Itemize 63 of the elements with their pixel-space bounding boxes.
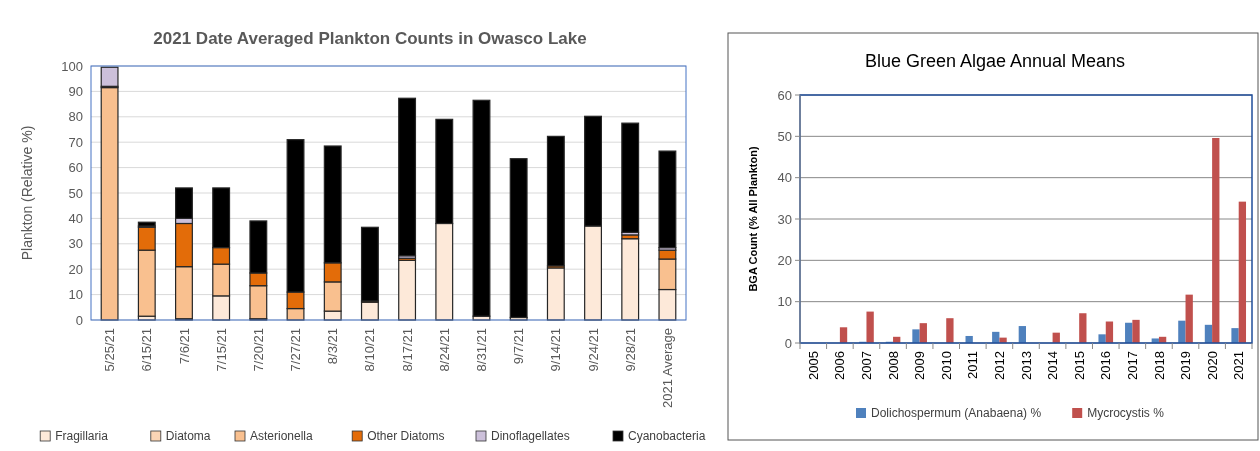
x-tick-label: 2017 bbox=[1124, 351, 1140, 380]
x-tick-label: 2006 bbox=[832, 351, 848, 380]
y-tick-label: 60 bbox=[777, 87, 792, 103]
y-tick-label: 80 bbox=[68, 109, 83, 125]
legend-label: Asterionella bbox=[250, 429, 314, 443]
x-tick-label: 2011 bbox=[965, 351, 981, 379]
x-tick-label: 9/28/21 bbox=[622, 328, 638, 372]
x-tick-label: 8/17/21 bbox=[399, 328, 415, 372]
legend-label: Cyanobacteria bbox=[628, 429, 706, 443]
x-tick-label: 8/24/21 bbox=[436, 328, 452, 372]
x-tick-label: 2009 bbox=[912, 351, 928, 380]
x-tick-label: 7/6/21 bbox=[176, 328, 192, 365]
chart-title: Blue Green Algae Annual Means bbox=[864, 51, 1126, 71]
legend-label: Other Diatoms bbox=[367, 429, 445, 443]
y-tick-label: 20 bbox=[777, 252, 792, 268]
y-tick-label: 70 bbox=[68, 134, 83, 150]
x-tick-label: 2018 bbox=[1151, 351, 1167, 380]
y-tick-label: 90 bbox=[68, 83, 83, 99]
chart-title: 2021 Date Averaged Plankton Counts in Owasco Lake bbox=[153, 29, 587, 48]
y-axis-title: BGA Count (% All Plankton) bbox=[747, 146, 759, 292]
y-tick-label: 40 bbox=[68, 210, 83, 226]
x-tick-label: 8/3/21 bbox=[325, 328, 341, 365]
legend-label: Fragillaria bbox=[55, 429, 109, 443]
legend-label: Dolichospermum (Anabaena) % bbox=[871, 406, 1042, 420]
y-tick-label: 10 bbox=[68, 287, 83, 303]
y-tick-label: 20 bbox=[68, 261, 83, 277]
legend-label: Mycrocystis % bbox=[1087, 406, 1165, 420]
y-tick-label: 50 bbox=[777, 128, 792, 144]
y-tick-label: 0 bbox=[784, 335, 792, 351]
x-tick-label: 7/20/21 bbox=[250, 328, 266, 372]
x-tick-label: 8/31/21 bbox=[474, 328, 490, 372]
x-tick-label: 9/7/21 bbox=[511, 328, 527, 365]
y-tick-label: 100 bbox=[61, 58, 83, 74]
x-tick-label: 7/27/21 bbox=[288, 328, 304, 372]
legend-label: Dinoflagellates bbox=[491, 429, 570, 443]
x-tick-label: 6/15/21 bbox=[139, 328, 155, 372]
x-tick-label: 9/14/21 bbox=[548, 328, 564, 372]
x-tick-label: 2010 bbox=[938, 351, 954, 380]
x-tick-label: 2008 bbox=[885, 351, 901, 380]
y-tick-label: 10 bbox=[777, 294, 792, 310]
x-tick-label: 2012 bbox=[991, 351, 1007, 380]
x-tick-label: 5/25/21 bbox=[102, 328, 118, 372]
y-tick-label: 30 bbox=[777, 211, 792, 227]
x-tick-label: 9/24/21 bbox=[585, 328, 601, 372]
y-tick-label: 30 bbox=[68, 236, 83, 252]
y-tick-label: 60 bbox=[68, 160, 83, 176]
x-tick-label: 2019 bbox=[1178, 351, 1194, 380]
x-tick-label: 2016 bbox=[1098, 351, 1114, 380]
x-tick-label: 2015 bbox=[1071, 351, 1087, 380]
x-tick-label: 2005 bbox=[805, 351, 821, 380]
x-tick-label: 2007 bbox=[859, 351, 875, 380]
y-tick-label: 40 bbox=[777, 170, 792, 186]
x-tick-label: 2014 bbox=[1045, 351, 1061, 380]
x-tick-label: 2020 bbox=[1204, 351, 1220, 380]
y-tick-label: 0 bbox=[75, 312, 83, 328]
legend-label: Diatoma bbox=[165, 429, 211, 443]
y-tick-label: 50 bbox=[68, 185, 83, 201]
x-tick-label: 2021 bbox=[1231, 351, 1247, 380]
x-tick-label: 2013 bbox=[1018, 351, 1034, 380]
y-axis-title: Plankton (Relative %) bbox=[19, 125, 35, 261]
x-tick-label: 8/10/21 bbox=[362, 328, 378, 372]
x-tick-label: 7/15/21 bbox=[213, 328, 229, 372]
x-tick-label: 2021 Average bbox=[659, 328, 675, 408]
